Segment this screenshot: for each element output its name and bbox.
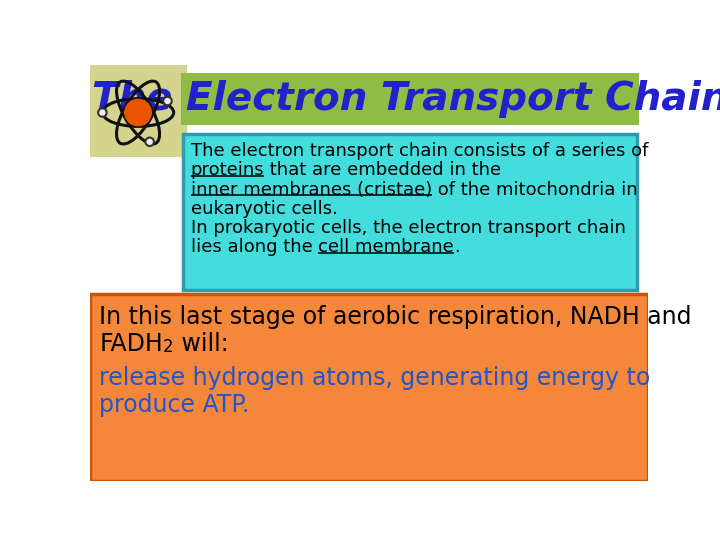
Circle shape <box>163 97 172 105</box>
Text: cell membrane: cell membrane <box>318 238 454 256</box>
Circle shape <box>125 99 151 126</box>
FancyBboxPatch shape <box>90 294 648 481</box>
Text: proteins: proteins <box>191 161 264 179</box>
Text: FADH: FADH <box>99 332 163 355</box>
Text: inner membranes (cristae): inner membranes (cristae) <box>191 180 432 199</box>
Text: that are embedded in the: that are embedded in the <box>264 161 502 179</box>
Text: .: . <box>454 238 460 256</box>
FancyBboxPatch shape <box>183 134 637 289</box>
Text: In prokaryotic cells, the electron transport chain: In prokaryotic cells, the electron trans… <box>191 219 626 237</box>
Text: produce ATP.: produce ATP. <box>99 393 250 417</box>
Text: release hydrogen atoms, generating energy to: release hydrogen atoms, generating energ… <box>99 366 651 390</box>
Circle shape <box>145 138 154 146</box>
Text: 2: 2 <box>163 338 174 356</box>
Circle shape <box>98 109 107 117</box>
Text: eukaryotic cells.: eukaryotic cells. <box>191 200 338 218</box>
FancyBboxPatch shape <box>90 65 187 157</box>
Text: of the mitochondria in: of the mitochondria in <box>432 180 638 199</box>
FancyBboxPatch shape <box>181 72 639 125</box>
Text: will:: will: <box>174 332 228 355</box>
Text: In this last stage of aerobic respiration, NADH and: In this last stage of aerobic respiratio… <box>99 305 692 328</box>
Text: lies along the: lies along the <box>191 238 318 256</box>
Text: The electron transport chain consists of a series of: The electron transport chain consists of… <box>191 142 648 160</box>
Text: The Electron Transport Chain: The Electron Transport Chain <box>92 80 720 118</box>
